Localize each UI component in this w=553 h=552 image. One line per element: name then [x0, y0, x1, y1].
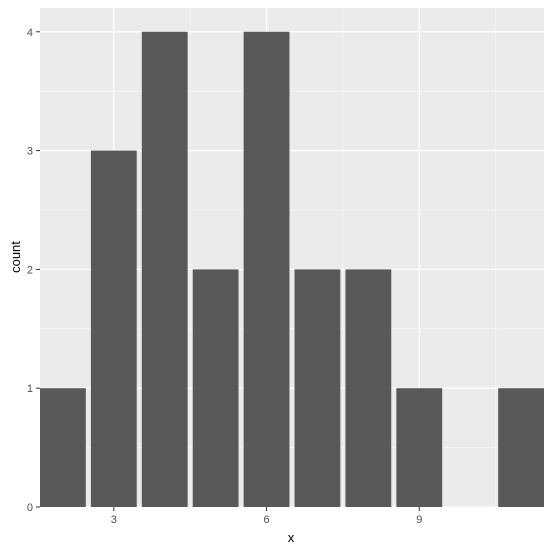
x-axis: 3 6 9 [111, 507, 422, 526]
y-tick-label: 2 [27, 264, 33, 276]
bar [192, 269, 239, 507]
y-tick-label: 0 [27, 502, 33, 514]
x-tick-label: 9 [416, 514, 422, 526]
bar [243, 31, 290, 508]
y-axis: 0 1 2 3 4 [27, 27, 40, 514]
bar [345, 269, 392, 507]
bar [90, 150, 137, 508]
y-tick-label: 4 [27, 27, 33, 39]
bar [498, 388, 544, 507]
x-axis-title: x [288, 530, 295, 545]
bar [40, 388, 86, 507]
y-tick-label: 1 [27, 383, 33, 395]
y-axis-title: count [8, 241, 23, 273]
x-tick-label: 6 [263, 514, 269, 526]
x-tick-label: 3 [111, 514, 117, 526]
y-tick-label: 3 [27, 146, 33, 158]
bars [40, 31, 544, 508]
bar [141, 31, 188, 508]
bar [396, 388, 443, 507]
bar [294, 269, 341, 507]
